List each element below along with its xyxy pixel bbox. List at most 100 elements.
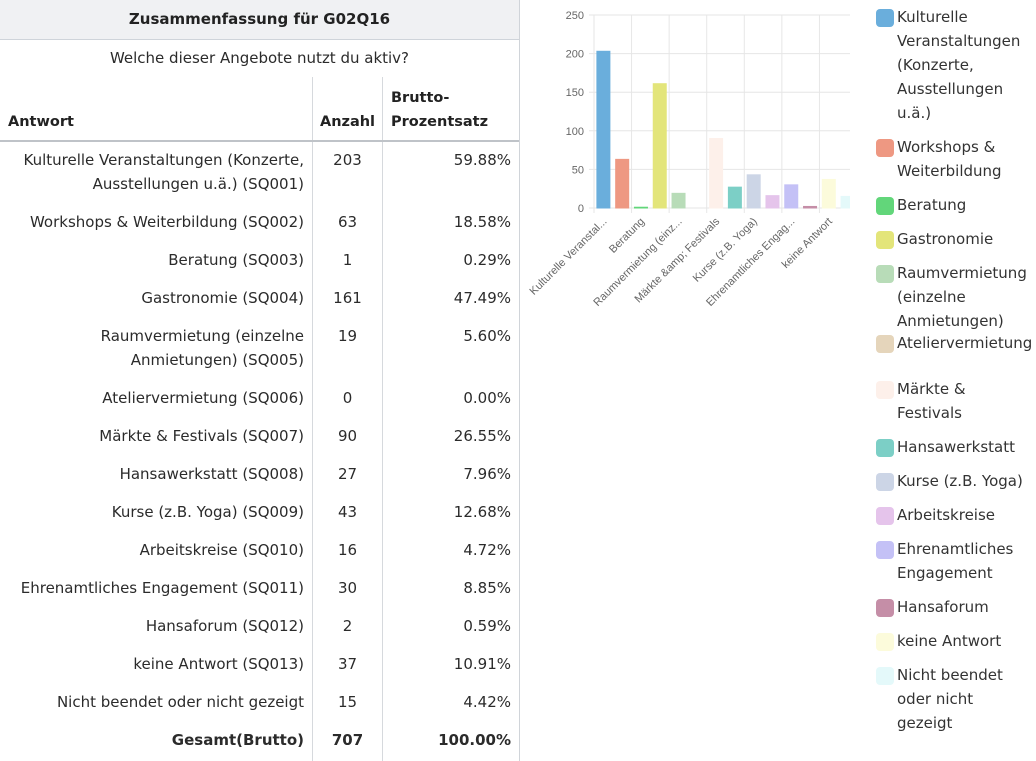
legend-item: Ateliervermietung	[876, 331, 1036, 355]
legend-item: Gastronomie	[876, 227, 1036, 251]
legend-label: Kurse (z.B. Yoga)	[897, 469, 1036, 493]
answer-label-continued: Ausstellungen u.ä.) (SQ001)	[92, 175, 304, 193]
answer-percent: 59.88%	[453, 151, 511, 169]
y-tick-label: 150	[566, 87, 584, 99]
legend-label: Ehrenamtliches Engagement	[897, 537, 1036, 585]
answer-percent: 10.91%	[453, 655, 511, 673]
answer-count: 1	[342, 251, 353, 269]
legend-label-line: oder nicht	[897, 690, 974, 708]
legend-swatch	[876, 507, 894, 525]
legend-swatch	[876, 439, 894, 457]
answer-label: Hansawerkstatt (SQ008)	[119, 465, 304, 483]
answer-percent: 47.49%	[453, 289, 511, 307]
legend-label-line: keine Antwort	[897, 632, 1002, 650]
legend-label: Beratung	[897, 193, 1036, 217]
legend-label-line: Beratung	[897, 196, 967, 214]
legend-item: Hansawerkstatt	[876, 435, 1036, 459]
legend-label-line: Nicht beendet	[897, 666, 1003, 684]
header-answer: Antwort	[8, 114, 74, 130]
legend-label-line: Hansaforum	[897, 598, 989, 616]
y-tick-label: 0	[578, 203, 584, 215]
answer-percent: 18.58%	[453, 213, 511, 231]
legend-swatch	[876, 473, 894, 491]
legend-label-line: Arbeitskreise	[897, 506, 996, 524]
legend-label-line: (Konzerte,	[897, 56, 974, 74]
y-tick-label: 200	[566, 49, 584, 61]
answer-count: 43	[337, 503, 358, 521]
legend-label-line: Festivals	[897, 404, 962, 422]
header-percent-line2: Prozentsatz	[391, 114, 489, 130]
legend-label-line: Ausstellungen	[897, 80, 1004, 98]
answer-percent: 12.68%	[453, 503, 511, 521]
answer-label: Hansaforum (SQ012)	[145, 617, 304, 635]
answer-percent: 0.29%	[463, 251, 511, 269]
answer-label: Raumvermietung (einzelne	[100, 327, 304, 345]
y-tick-label: 50	[572, 164, 584, 176]
column-divider	[382, 77, 383, 761]
bar	[784, 184, 799, 209]
bar	[596, 50, 611, 209]
legend-label: Raumvermietung (einzelne Anmietungen)	[897, 261, 1036, 333]
y-tick-label: 250	[566, 10, 584, 22]
bar	[709, 138, 724, 209]
total-label: Gesamt(Brutto)	[171, 731, 304, 749]
legend-item: Beratung	[876, 193, 1036, 217]
legend-label-line: Ehrenamtliches	[897, 540, 1014, 558]
answer-label: keine Antwort (SQ013)	[133, 655, 304, 673]
answer-label: Beratung (SQ003)	[168, 251, 304, 269]
legend-label-line: Märkte &	[897, 380, 966, 398]
answer-percent: 0.59%	[463, 617, 511, 635]
answer-label: Workshops & Weiterbildung (SQ002)	[29, 213, 304, 231]
legend-label: Workshops & Weiterbildung	[897, 135, 1036, 183]
legend-item: Märkte & Festivals	[876, 377, 1036, 425]
legend-label: Gastronomie	[897, 227, 1036, 251]
legend-label: Märkte & Festivals	[897, 377, 1036, 425]
legend-label-line: (einzelne	[897, 288, 966, 306]
legend-label-line: u.ä.)	[897, 104, 932, 122]
legend-item: Nicht beendet oder nicht gezeigt	[876, 663, 1036, 735]
legend-item: Kulturelle Veranstaltungen (Konzerte, Ausst…	[876, 5, 1036, 125]
legend-swatch	[876, 381, 894, 399]
header-count: Anzahl	[319, 114, 376, 130]
legend-swatch	[876, 265, 894, 283]
answer-count: 16	[337, 541, 358, 559]
question-text: Welche dieser Angebote nutzt du aktiv?	[109, 49, 410, 67]
header-percent-line1: Brutto-	[391, 90, 450, 106]
legend-swatch	[876, 633, 894, 651]
legend-swatch	[876, 599, 894, 617]
answer-count: 30	[337, 579, 358, 597]
legend-swatch	[876, 197, 894, 215]
answer-percent: 4.72%	[463, 541, 511, 559]
bar	[671, 192, 686, 209]
legend-label-line: Engagement	[897, 564, 993, 582]
legend-label: Nicht beendet oder nicht gezeigt	[897, 663, 1036, 735]
legend-item: Ehrenamtliches Engagement	[876, 537, 1036, 585]
legend-label: Kulturelle Veranstaltungen (Konzerte, Ausst…	[897, 5, 1036, 125]
bar	[746, 174, 761, 209]
answer-percent: 26.55%	[453, 427, 511, 445]
bar	[840, 195, 850, 209]
legend-swatch	[876, 541, 894, 559]
table-title: Zusammenfassung für G02Q16	[0, 0, 519, 40]
bar	[633, 206, 648, 209]
legend-swatch	[876, 231, 894, 249]
legend-label: Ateliervermietung	[897, 331, 1036, 355]
bar	[803, 205, 818, 209]
answer-count: 15	[337, 693, 358, 711]
x-tick-label: Kulturelle Veranstal...	[528, 216, 610, 298]
answer-count: 161	[333, 289, 362, 307]
total-count: 707	[331, 731, 364, 749]
summary-table: Zusammenfassung für G02Q16 Welche dieser…	[0, 0, 520, 761]
legend-swatch	[876, 9, 894, 27]
legend-item: Kurse (z.B. Yoga)	[876, 469, 1036, 493]
answer-count: 0	[342, 389, 353, 407]
legend-label-line: Weiterbildung	[897, 162, 1002, 180]
answer-label: Kurse (z.B. Yoga) (SQ009)	[111, 503, 304, 521]
answer-label: Ateliervermietung (SQ006)	[102, 389, 304, 407]
legend-label-line: Gastronomie	[897, 230, 994, 248]
bar	[615, 158, 630, 209]
answer-percent: 7.96%	[463, 465, 511, 483]
answer-count: 63	[337, 213, 358, 231]
answer-count: 2	[342, 617, 353, 635]
